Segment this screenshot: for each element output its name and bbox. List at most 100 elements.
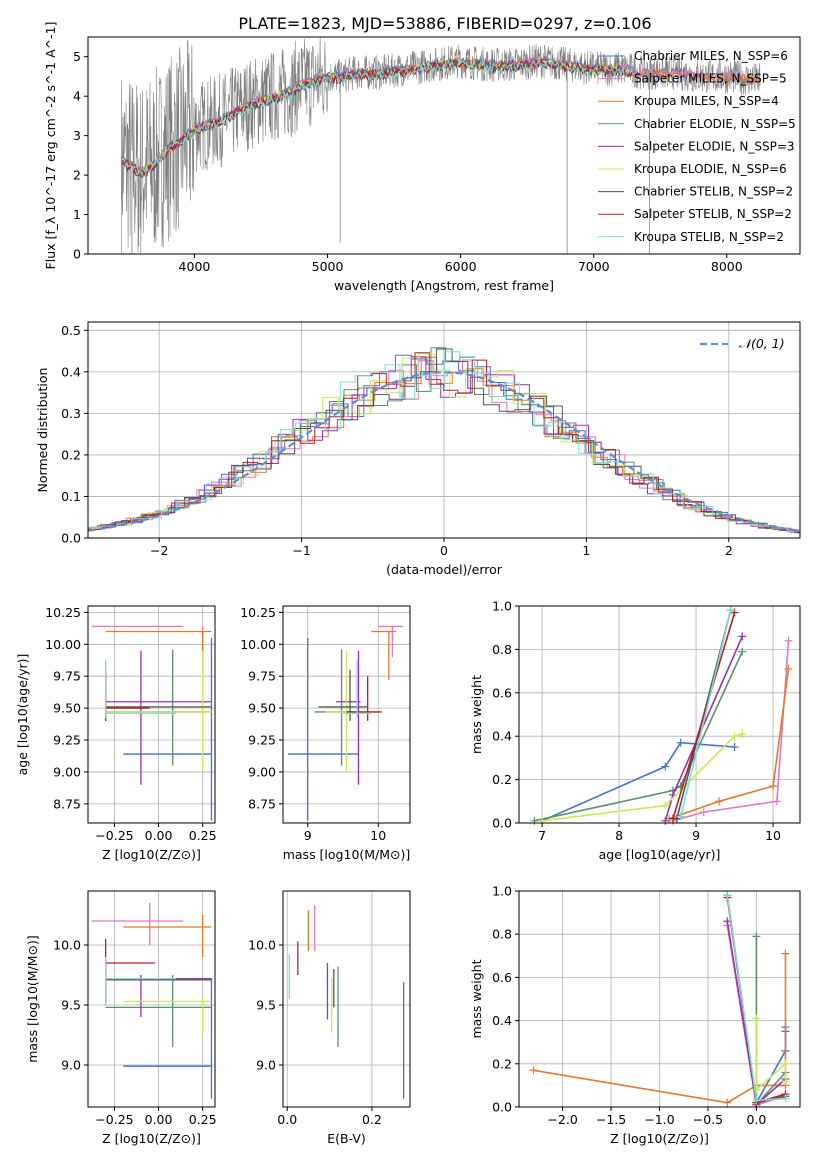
x-tick-label: 0 xyxy=(440,543,448,558)
y-tick-label: 0.5 xyxy=(61,323,81,338)
x-tick-label: 8 xyxy=(615,828,623,843)
y-tick-label: 4 xyxy=(73,89,81,104)
mass-weight-line xyxy=(541,741,735,822)
x-tick-label: 1 xyxy=(582,543,590,558)
mass-weight-marker xyxy=(676,812,685,821)
mass-weight-marker xyxy=(661,801,670,810)
model-fit-line xyxy=(121,57,633,178)
panel-mass_vs_ebv: 0.0 0.2 9.0 9.5 10.0 E(B-V) xyxy=(248,890,411,1146)
y-tick-label: 10.0 xyxy=(248,938,276,953)
histogram-step xyxy=(88,352,800,531)
mass-weight-marker xyxy=(784,636,793,645)
y-tick-label: 0.0 xyxy=(492,816,512,831)
x-tick-label: 6000 xyxy=(445,259,477,274)
error-bar-point xyxy=(105,650,212,785)
y-tick-label: 5 xyxy=(73,49,81,64)
error-bar-point xyxy=(123,637,213,821)
panel-massweight_vs_Z: −2.0 −1.5 −1.0 −0.5 0.0 0.0 0.2 0.4 0.6 0.8 1.0 Z [… xyxy=(469,884,801,1146)
mass-weight-marker xyxy=(699,808,708,817)
error-bar-point xyxy=(104,676,150,721)
mass-weight-marker xyxy=(726,606,735,615)
mass-weight-marker xyxy=(752,1085,761,1094)
x-tick-label: 9 xyxy=(304,828,312,843)
panel-massweight_vs_age: 7 8 9 10 0.0 0.2 0.4 0.6 0.8 1.0 age [log10(age/yr… xyxy=(469,599,801,862)
y-axis-label: mass [log10(M/M⊙)] xyxy=(25,935,40,1063)
error-bar-point xyxy=(287,637,359,821)
mass-weight-marker xyxy=(752,1096,761,1105)
y-tick-label: 3 xyxy=(73,128,81,143)
x-axis-label: age [log10(age/yr)] xyxy=(599,847,721,862)
mass-weight-marker xyxy=(529,1066,538,1075)
x-tick-label: −2.0 xyxy=(547,1112,577,1127)
y-tick-label: 0.4 xyxy=(61,364,81,379)
axes-frame xyxy=(87,890,216,1108)
panel-spectrum: Chabrier MILES, N_SSP=6 Salpeter MILES, N… xyxy=(43,22,801,293)
y-tick-label: 9.0 xyxy=(256,1058,276,1073)
y-tick-label: 0.6 xyxy=(492,685,512,700)
y-axis-label: mass weight xyxy=(469,959,484,1038)
x-tick-label: 0.2 xyxy=(362,1112,382,1127)
x-axis-label: (data-model)/error xyxy=(386,562,503,577)
mass-weight-marker xyxy=(772,797,781,806)
legend-label: Salpeter MILES, N_SSP=5 xyxy=(634,72,787,86)
x-tick-label: −0.25 xyxy=(95,1112,133,1127)
x-axis-label: Z [log10(Z/Z⊙)] xyxy=(610,1131,709,1146)
axes-frame xyxy=(87,36,801,255)
panel-age_vs_mass: 9 10 8.75 9.00 9.25 9.50 9.75 10.00 10.25 mass [l… xyxy=(240,605,411,862)
mass-weight-marker xyxy=(723,891,732,900)
mass-weight-marker xyxy=(530,816,539,825)
axes-frame xyxy=(282,890,411,1108)
y-axis-label: Flux [f_λ 10^-17 erg cm^-2 s^-1 A^-1] xyxy=(43,22,58,270)
y-tick-label: 8.75 xyxy=(248,796,276,811)
x-axis-label: Z [log10(Z/Z⊙)] xyxy=(102,1131,201,1146)
y-tick-label: 9.00 xyxy=(248,764,276,779)
error-bar-point xyxy=(105,975,212,1047)
y-tick-label: 0 xyxy=(73,247,81,262)
y-tick-label: 9.5 xyxy=(256,998,276,1013)
x-axis-label: E(B-V) xyxy=(327,1131,366,1146)
x-tick-label: −0.25 xyxy=(95,828,133,843)
y-tick-label: 0.0 xyxy=(492,1100,512,1115)
y-tick-label: 9.00 xyxy=(53,764,81,779)
mass-weight-marker xyxy=(781,1077,790,1086)
y-tick-label: 0.0 xyxy=(61,531,81,546)
error-bar-point xyxy=(346,676,382,721)
histogram-step xyxy=(88,354,800,533)
mass-weight-marker xyxy=(661,816,670,825)
error-bar-point xyxy=(123,915,212,957)
y-tick-label: 10.00 xyxy=(240,637,276,652)
mass-weight-marker xyxy=(676,738,685,747)
spectrum-plot-area xyxy=(120,37,761,254)
panel-mass_vs_Z: −0.25 0.00 0.25 9.0 9.5 10.0 Z [log10(Z/Z⊙)] ma… xyxy=(25,890,217,1146)
y-tick-label: 10.00 xyxy=(45,637,81,652)
x-tick-label: −2 xyxy=(150,543,168,558)
mass-weight-marker xyxy=(738,730,747,739)
legend-label: Chabrier STELIB, N_SSP=2 xyxy=(634,185,793,199)
mass-weight-line xyxy=(672,612,736,819)
y-tick-label: 0.3 xyxy=(61,406,81,421)
x-axis-label: mass [log10(M/M⊙)] xyxy=(283,847,411,862)
legend-label: Chabrier MILES, N_SSP=6 xyxy=(634,49,788,63)
y-axis-label: age [log10(age/yr)] xyxy=(15,654,30,776)
y-tick-label: 10.0 xyxy=(53,938,81,953)
y-tick-label: 0.6 xyxy=(492,970,512,985)
mass-weight-marker xyxy=(781,1059,790,1068)
mass-weight-marker xyxy=(661,762,670,771)
y-tick-label: 9.5 xyxy=(61,998,81,1013)
model-fit-line xyxy=(121,57,633,179)
y-tick-label: 9.50 xyxy=(248,701,276,716)
x-tick-label: 0.0 xyxy=(277,1112,297,1127)
x-tick-label: 0.00 xyxy=(145,1112,173,1127)
error-bar-point xyxy=(371,630,396,681)
x-tick-label: 0.25 xyxy=(189,828,217,843)
mass-weight-marker xyxy=(723,1098,732,1107)
legend-label: Kroupa ELODIE, N_SSP=6 xyxy=(634,162,787,176)
x-tick-label: −1.5 xyxy=(596,1112,626,1127)
figure-title: PLATE=1823, MJD=53886, FIBERID=0297, z=0… xyxy=(238,14,651,33)
mass-weight-line xyxy=(668,668,790,820)
y-tick-label: 1.0 xyxy=(492,884,512,899)
error-bar-point xyxy=(105,650,212,772)
histogram-step xyxy=(88,353,800,532)
y-tick-label: 0.8 xyxy=(492,642,512,657)
mass-weight-marker xyxy=(730,732,739,741)
